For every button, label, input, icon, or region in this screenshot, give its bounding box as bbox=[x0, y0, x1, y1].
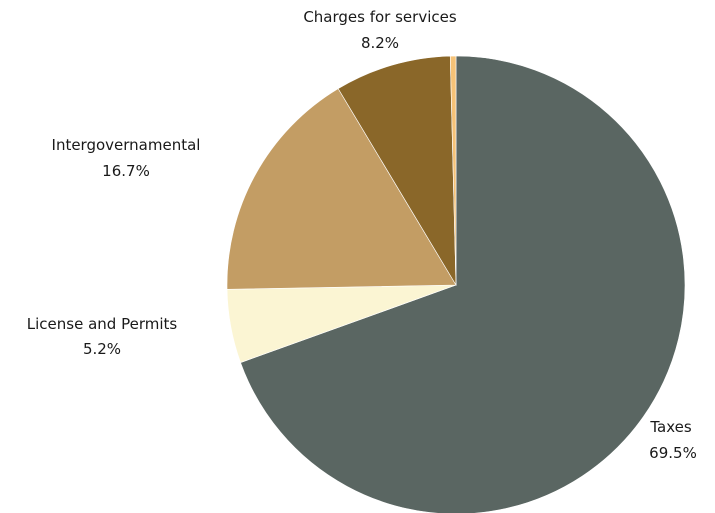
pie-labels: Taxes 69.5% License and Permits 5.2% Int… bbox=[27, 8, 697, 462]
slice-value-charges-for-services: 8.2% bbox=[361, 34, 399, 52]
slice-value-intergovernamental: 16.7% bbox=[102, 162, 150, 180]
slice-value-license-and-permits: 5.2% bbox=[83, 340, 121, 358]
pie-slice-taxes bbox=[240, 55, 686, 513]
pie-slices bbox=[226, 55, 686, 513]
slice-label-license-and-permits: License and Permits bbox=[27, 315, 178, 333]
pie-slice-intergovernamental bbox=[226, 88, 457, 290]
pie-slice-charges-for-services bbox=[337, 55, 457, 287]
slice-label-intergovernamental: Intergovernamental bbox=[52, 136, 201, 154]
slice-label-taxes: Taxes bbox=[649, 418, 692, 436]
slice-label-charges-for-services: Charges for services bbox=[303, 8, 457, 26]
slice-value-taxes: 69.5% bbox=[649, 444, 697, 462]
pie-slice-other bbox=[449, 55, 457, 286]
